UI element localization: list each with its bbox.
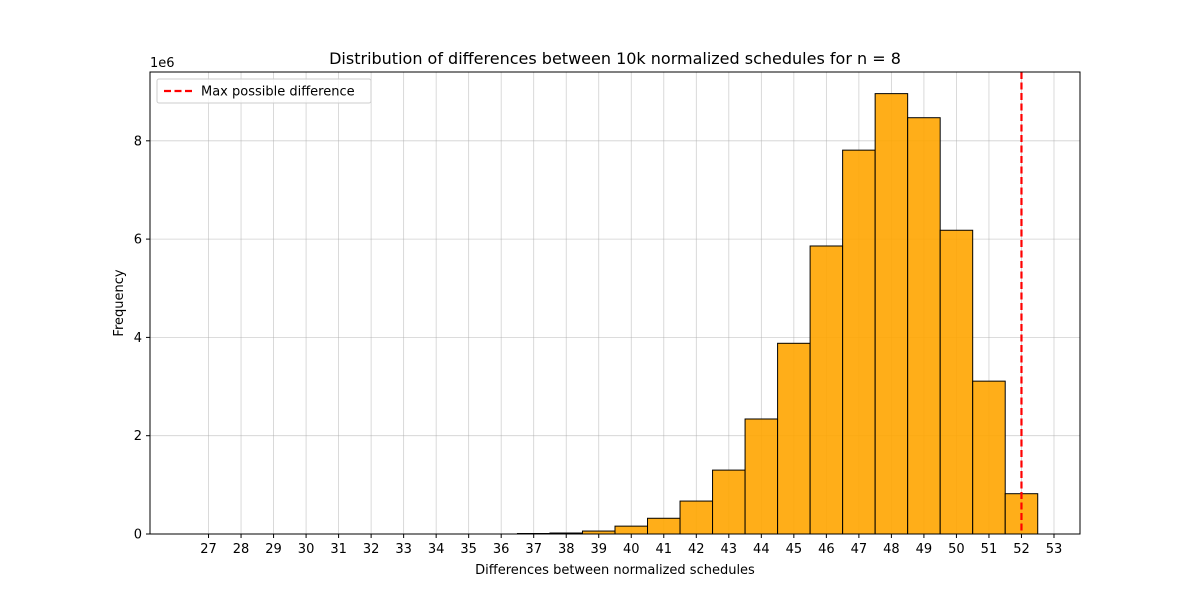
x-tick-label: 32 [363, 542, 380, 557]
histogram-bar [777, 342, 811, 535]
histogram-bar [712, 469, 746, 535]
histogram-bar [614, 525, 649, 535]
x-tick-label: 41 [656, 542, 673, 557]
histogram-bar [939, 229, 974, 535]
x-tick-label: 47 [851, 542, 868, 557]
x-tick-label: 33 [395, 542, 412, 557]
x-tick-label: 50 [948, 542, 965, 557]
x-tick-label: 31 [330, 542, 347, 557]
x-tick-label: 38 [558, 542, 575, 557]
x-tick-label: 49 [916, 542, 933, 557]
histogram-bar [679, 500, 714, 535]
x-axis-label: Differences between normalized schedules [475, 563, 755, 578]
histogram-bar [647, 517, 681, 535]
y-axis-ticks: 0 2 4 6 8 [134, 134, 150, 543]
x-tick-label: 39 [590, 542, 607, 557]
x-tick-label: 43 [721, 542, 738, 557]
x-axis-ticks: 27 28 29 30 31 32 33 34 35 36 37 38 39 40 41 42 43 44 45 46… [200, 534, 1062, 557]
x-tick-label: 27 [200, 542, 217, 557]
x-tick-label: 30 [298, 542, 315, 557]
y-tick-label: 6 [134, 233, 142, 248]
y-tick-label: 0 [134, 528, 142, 543]
x-tick-label: 37 [525, 542, 542, 557]
y-offset-label: 1e6 [150, 56, 175, 71]
plot-frame [149, 71, 1081, 535]
x-tick-label: 51 [981, 542, 998, 557]
chart-title: Distribution of differences between 10k … [329, 49, 901, 68]
legend-box [156, 78, 372, 104]
x-tick-label: 35 [460, 542, 477, 557]
y-axis-label: Frequency [112, 269, 127, 336]
legend-label: Max possible difference [201, 85, 355, 100]
y-tick-label: 8 [134, 134, 142, 149]
x-tick-label: 48 [883, 542, 900, 557]
legend: Max possible difference [156, 78, 372, 104]
x-tick-label: 52 [1013, 542, 1030, 557]
x-tick-label: 36 [493, 542, 510, 557]
x-tick-label: 42 [688, 542, 705, 557]
x-tick-label: 28 [233, 542, 250, 557]
x-tick-label: 46 [818, 542, 835, 557]
x-tick-label: 45 [786, 542, 803, 557]
histogram-bar [744, 418, 779, 535]
histogram-bar [842, 149, 876, 535]
y-tick-label: 2 [134, 429, 142, 444]
x-tick-label: 40 [623, 542, 640, 557]
x-tick-label: 44 [753, 542, 770, 557]
bars [516, 93, 1039, 535]
histogram-bar [907, 117, 941, 535]
histogram-bar [809, 245, 844, 535]
x-tick-label: 34 [428, 542, 445, 557]
histogram-bar [972, 380, 1006, 535]
histogram-bar [874, 93, 909, 535]
y-tick-label: 4 [134, 331, 142, 346]
x-tick-label: 29 [265, 542, 282, 557]
x-tick-label: 53 [1046, 542, 1063, 557]
